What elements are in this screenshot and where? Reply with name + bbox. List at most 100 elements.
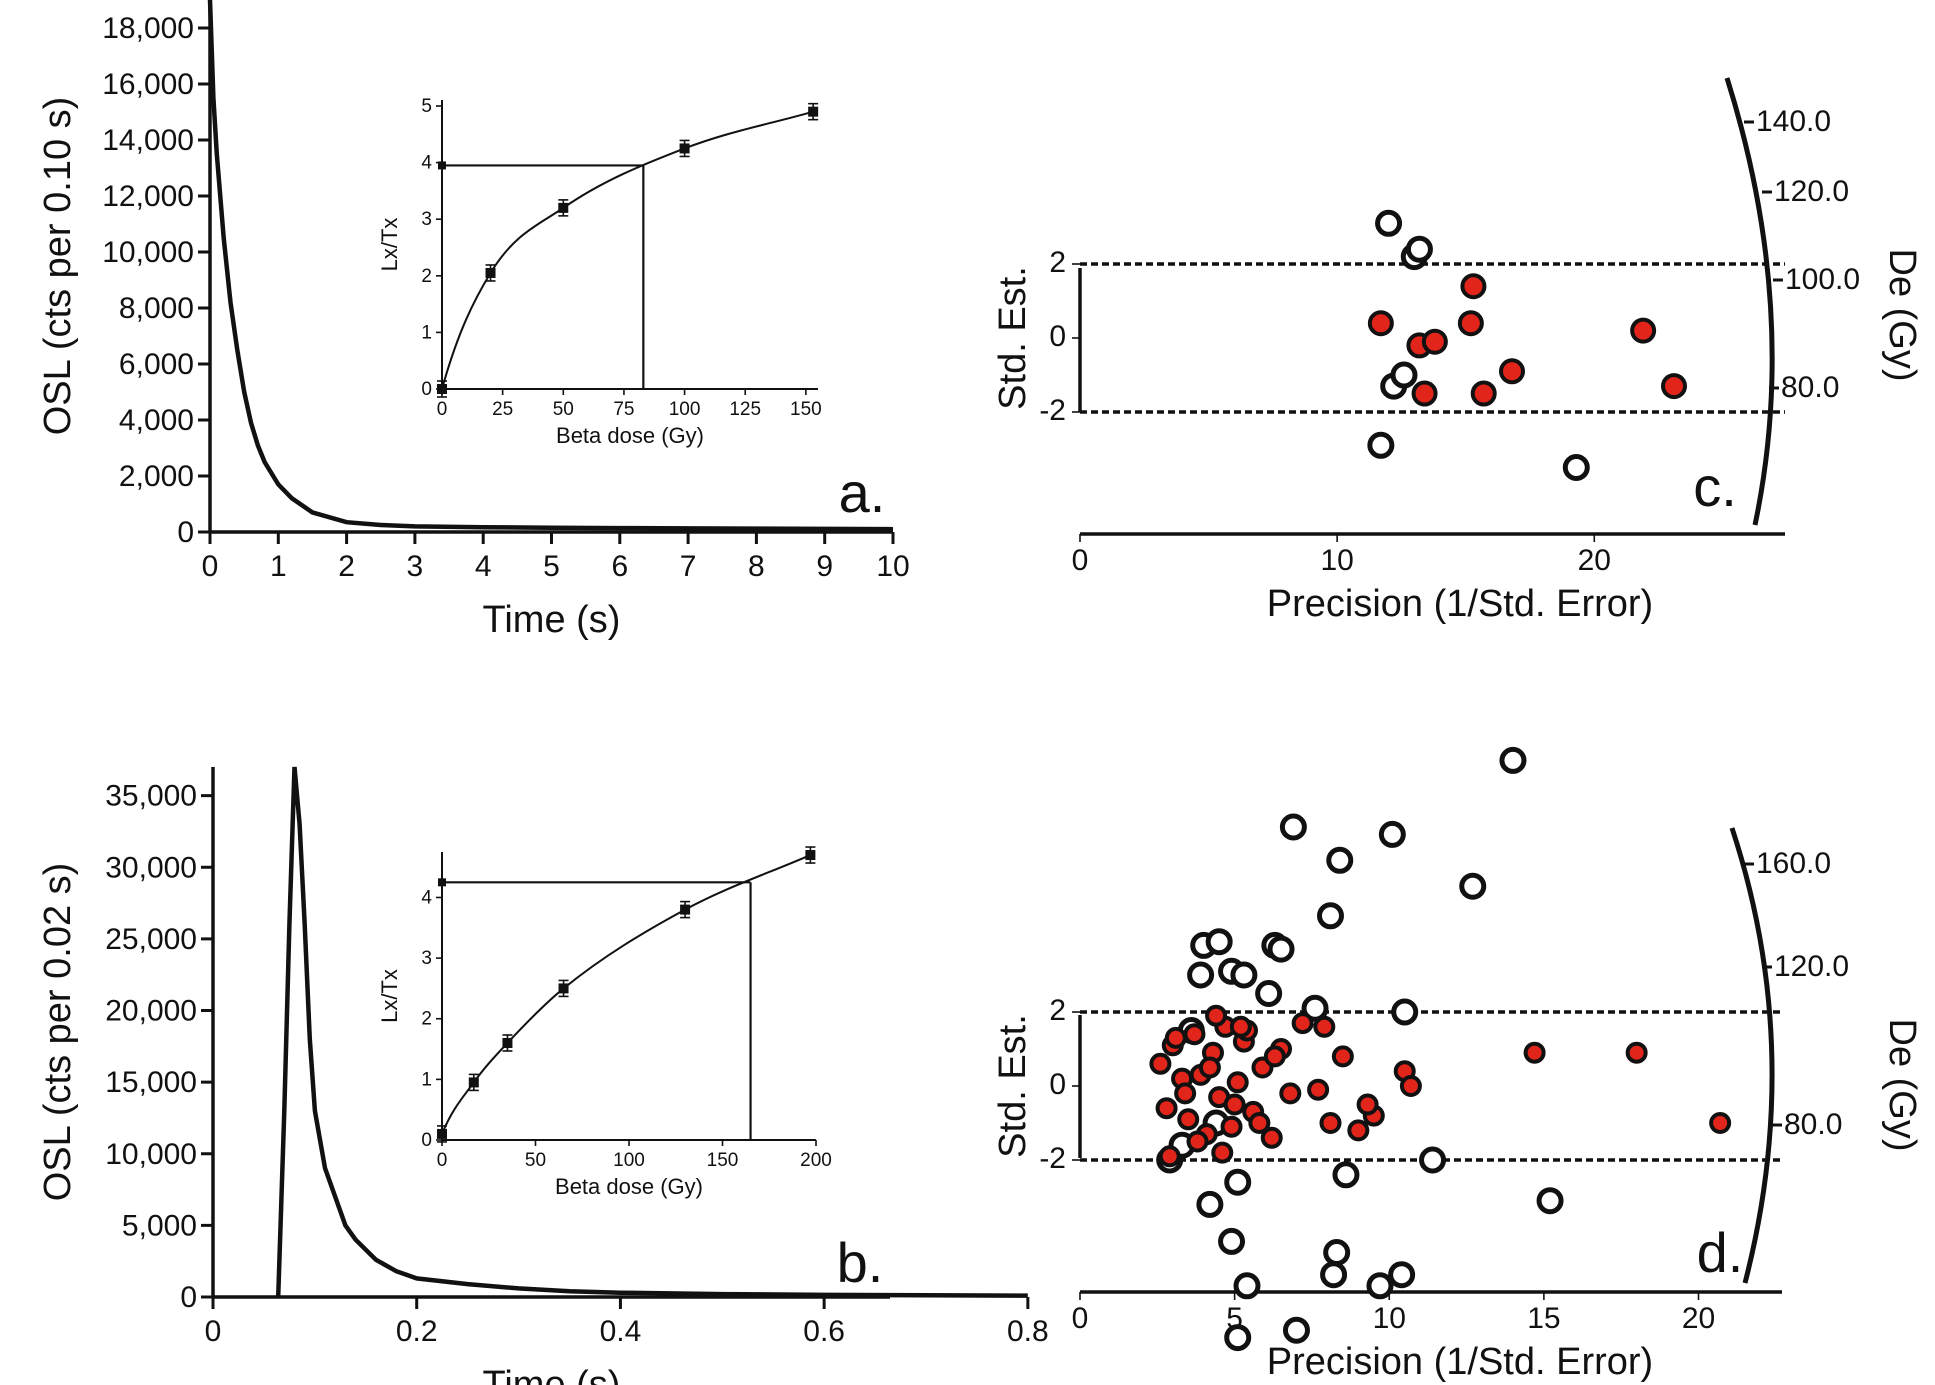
open-point bbox=[1205, 928, 1233, 956]
radial-tick-label: 120.0 bbox=[1774, 950, 1849, 983]
inset-x-tick-label: 100 bbox=[613, 1150, 645, 1171]
red-point bbox=[1399, 1075, 1422, 1097]
y-tick-label: 20,000 bbox=[105, 995, 197, 1028]
inset-y-tick-label: 2 bbox=[421, 1009, 432, 1030]
open-point bbox=[1196, 1190, 1224, 1218]
red-point bbox=[1248, 1112, 1271, 1134]
radial-axis-title: De (Gy) bbox=[1881, 1019, 1923, 1152]
radial-tick-label: 120.0 bbox=[1774, 175, 1849, 208]
red-point bbox=[1470, 380, 1497, 407]
x-tick-label: 15 bbox=[1527, 1302, 1560, 1335]
open-point bbox=[1499, 746, 1527, 774]
red-point bbox=[1630, 317, 1657, 344]
x-tick-label: 0.8 bbox=[1007, 1315, 1049, 1348]
x-tick-label: 0 bbox=[205, 1315, 222, 1348]
inset-x-tick-label: 50 bbox=[553, 399, 574, 420]
inset-x-tick-label: 125 bbox=[729, 399, 761, 420]
y-axis-title: Std. Est. bbox=[992, 266, 1034, 410]
regen-point bbox=[679, 143, 690, 154]
red-point bbox=[1186, 1130, 1209, 1153]
panel-b-osl-decay: 0 5,000 10,000 15,000 20,000 25,000 30,000 35,0… bbox=[37, 766, 1049, 1385]
open-point bbox=[1233, 1272, 1261, 1300]
x-tick-label: 1 bbox=[270, 550, 287, 583]
open-point bbox=[1388, 1261, 1416, 1289]
x-tick-label: 8 bbox=[748, 550, 765, 583]
inset-x-tick-label: 25 bbox=[492, 399, 513, 420]
y-tick-label: -2 bbox=[1039, 394, 1066, 427]
red-point bbox=[1174, 1082, 1197, 1105]
y-tick-label: 8,000 bbox=[119, 292, 194, 325]
open-point bbox=[1390, 361, 1418, 389]
open-point bbox=[1320, 1261, 1348, 1289]
open-point bbox=[1301, 994, 1329, 1022]
inset-y-tick-label: 3 bbox=[421, 948, 432, 969]
y-tick-label: 2,000 bbox=[119, 460, 194, 493]
red-point bbox=[1291, 1012, 1314, 1035]
regen-point bbox=[485, 267, 496, 278]
inset-y-tick-label: 3 bbox=[421, 209, 432, 230]
y-tick-label: 0 bbox=[180, 1281, 197, 1314]
panel-label: d. bbox=[1697, 1221, 1744, 1284]
inset-y-tick-label: 0 bbox=[421, 1130, 432, 1151]
open-point bbox=[1378, 820, 1406, 848]
red-point bbox=[1499, 358, 1525, 385]
panel-b-dose-response-inset: 0 1 2 3 4 0 50 100 150 200 Beta dose (Gy) Lx/Tx bbox=[377, 846, 832, 1199]
inset-y-tick-label: 4 bbox=[421, 153, 432, 174]
x-tick-label: 0.2 bbox=[396, 1315, 438, 1348]
regen-point bbox=[437, 1128, 447, 1139]
open-point bbox=[1562, 454, 1590, 481]
open-point bbox=[1224, 1324, 1252, 1352]
red-point bbox=[1223, 1093, 1246, 1116]
dose-response-fit bbox=[441, 110, 814, 390]
y-tick-label: 14,000 bbox=[102, 124, 194, 157]
inset-y-tick-label: 0 bbox=[421, 379, 432, 400]
open-point bbox=[1230, 961, 1258, 989]
x-axis-title: Time (s) bbox=[483, 1364, 621, 1385]
y-tick-label: 16,000 bbox=[102, 68, 194, 101]
red-point bbox=[1177, 1108, 1200, 1131]
regen-point bbox=[808, 106, 819, 117]
regen-point bbox=[558, 202, 569, 213]
y-tick-label: 25,000 bbox=[105, 923, 197, 956]
y-tick-label: 10,000 bbox=[105, 1138, 197, 1171]
y-axis-title: OSL (cts per 0.10 s) bbox=[37, 97, 79, 436]
dose-response-fit bbox=[441, 854, 811, 1135]
y-tick-label: 4,000 bbox=[119, 404, 194, 437]
red-point bbox=[1198, 1056, 1221, 1079]
x-tick-label: 5 bbox=[543, 550, 560, 583]
radial-scale-arc bbox=[1724, 77, 1775, 526]
inset-y-tick-label: 1 bbox=[421, 1069, 432, 1090]
red-point bbox=[1356, 1093, 1379, 1116]
red-point bbox=[1625, 1041, 1648, 1064]
inset-x-tick-label: 150 bbox=[707, 1150, 739, 1171]
x-tick-label: 20 bbox=[1682, 1302, 1715, 1335]
y-tick-label: 2 bbox=[1049, 994, 1066, 1027]
x-axis-title: Precision (1/Std. Error) bbox=[1267, 583, 1653, 625]
red-point bbox=[1260, 1126, 1283, 1149]
red-point bbox=[1313, 1015, 1336, 1038]
y-tick-label: 30,000 bbox=[105, 851, 197, 884]
x-axis-title: Time (s) bbox=[483, 599, 621, 641]
y-tick-label: 2 bbox=[1049, 246, 1066, 279]
radial-tick-label: 160.0 bbox=[1756, 847, 1831, 880]
open-point bbox=[1255, 980, 1283, 1007]
open-point bbox=[1375, 209, 1403, 237]
open-point bbox=[1367, 431, 1395, 459]
open-point bbox=[1187, 961, 1215, 989]
radial-tick-label: 80.0 bbox=[1781, 371, 1839, 404]
open-point bbox=[1323, 1239, 1351, 1266]
x-tick-label: 10 bbox=[1320, 544, 1353, 577]
x-tick-label: 4 bbox=[475, 550, 492, 583]
red-point bbox=[1211, 1141, 1234, 1164]
osl-decay-curve bbox=[207, 0, 894, 532]
red-point bbox=[1661, 373, 1687, 400]
red-point bbox=[1347, 1119, 1370, 1142]
x-tick-label: 3 bbox=[407, 550, 424, 583]
panel-label: c. bbox=[1693, 455, 1737, 518]
open-point bbox=[1282, 1316, 1310, 1344]
red-point bbox=[1457, 310, 1484, 337]
red-point bbox=[1331, 1045, 1354, 1068]
y-tick-label: 15,000 bbox=[105, 1066, 197, 1099]
